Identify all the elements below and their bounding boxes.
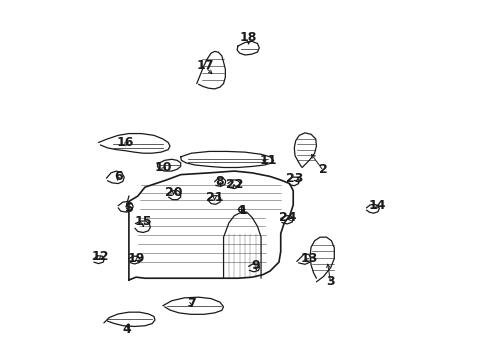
- Text: 22: 22: [225, 178, 243, 191]
- Text: 23: 23: [286, 172, 304, 185]
- Text: 17: 17: [197, 59, 215, 72]
- Text: 10: 10: [154, 161, 172, 174]
- Text: 7: 7: [187, 297, 196, 310]
- Text: 16: 16: [117, 136, 134, 149]
- Text: 18: 18: [240, 31, 257, 44]
- Text: 12: 12: [92, 250, 109, 263]
- Text: 8: 8: [216, 175, 224, 188]
- Text: 24: 24: [279, 211, 296, 224]
- Text: 15: 15: [134, 215, 152, 228]
- Text: 2: 2: [319, 163, 328, 176]
- Text: 4: 4: [122, 323, 131, 336]
- Text: 20: 20: [165, 186, 182, 199]
- Text: 14: 14: [368, 198, 386, 212]
- Text: 13: 13: [300, 252, 318, 265]
- Text: 1: 1: [239, 204, 247, 217]
- Text: 5: 5: [124, 202, 133, 215]
- Text: 6: 6: [114, 170, 122, 183]
- Text: 11: 11: [260, 154, 277, 167]
- Text: 21: 21: [206, 192, 223, 204]
- Text: 19: 19: [127, 252, 145, 265]
- Text: 3: 3: [326, 275, 335, 288]
- Text: 9: 9: [251, 259, 260, 272]
